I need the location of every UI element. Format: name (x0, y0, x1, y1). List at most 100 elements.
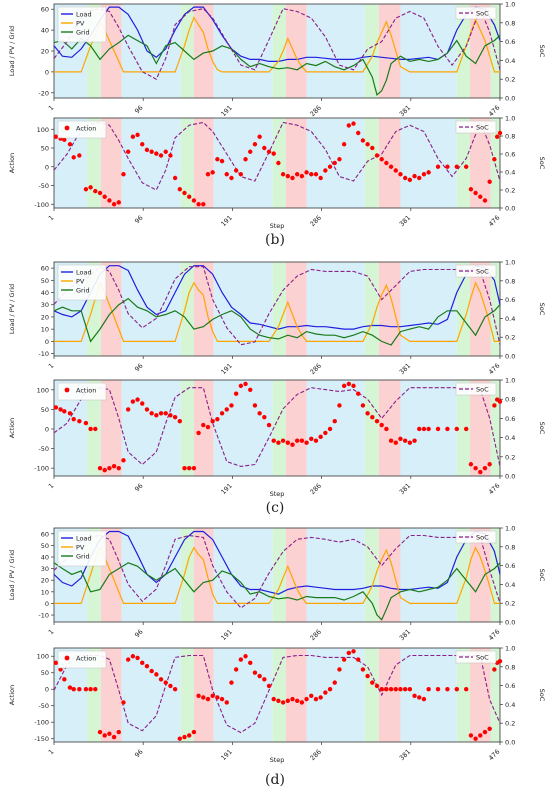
y-tick-label: -50 (38, 182, 49, 190)
band-5 (193, 528, 214, 622)
action-point (299, 173, 305, 179)
y2-tick-label: 0.0 (505, 353, 515, 361)
x-tick-label: 286 (309, 748, 323, 762)
action-point (379, 687, 384, 692)
action-point (294, 172, 300, 177)
action-point (187, 465, 192, 471)
action-point (158, 677, 164, 682)
action-point (294, 438, 300, 443)
y2-tick-label: 0.8 (505, 396, 515, 404)
chart-d-top: -10 0 10 20 30 40 50 60 0.0 0.2 0.4 0.6 0.8 1.0 1 96 191… (8, 525, 546, 643)
action-point (53, 660, 59, 666)
action-point (374, 153, 380, 158)
y-axis-label: Action (8, 153, 16, 173)
action-point (135, 397, 140, 402)
action-point (88, 687, 93, 692)
action-point (248, 387, 253, 392)
action-point (67, 685, 73, 690)
y-tick-label: 50 (41, 669, 49, 677)
action-point (374, 683, 380, 689)
action-point (62, 137, 67, 142)
action-point (88, 426, 93, 432)
x-tick-label: 381 (398, 628, 412, 642)
band-2 (100, 380, 122, 476)
legend-left-box (57, 6, 107, 43)
band-2 (100, 118, 122, 208)
x-tick-label: 96 (133, 104, 145, 116)
y-tick-label: 20 (41, 48, 49, 56)
y-tick-label: 60 (41, 530, 49, 538)
y-tick-label: -100 (34, 201, 49, 209)
action-point (280, 438, 286, 443)
action-point (135, 132, 140, 138)
band-3 (121, 528, 181, 622)
legend-pv-label: PV (76, 543, 85, 551)
y2-axis-label: SoC (538, 157, 546, 170)
action-point (252, 403, 258, 408)
action-point (384, 687, 389, 692)
action-point (290, 175, 295, 181)
x-tick-label: 191 (219, 362, 233, 376)
action-point (468, 462, 474, 467)
action-point (62, 409, 67, 414)
action-point (332, 160, 337, 166)
action-point (140, 401, 145, 406)
y-tick-label: 100 (37, 386, 49, 394)
action-point (93, 188, 98, 194)
action-point (93, 426, 98, 432)
action-point (426, 170, 431, 175)
y-tick-label: 100 (37, 653, 49, 661)
band-4 (180, 648, 194, 742)
x-tick-label: 286 (309, 482, 323, 496)
legend-grid-label: Grid (76, 286, 90, 294)
legend-action-label: Action (76, 654, 96, 662)
y2-tick-label: 1.0 (505, 377, 515, 385)
x-tick-label: 476 (487, 214, 501, 228)
band-6 (213, 4, 273, 98)
y2-tick-label: 1.0 (505, 1, 515, 9)
action-point (351, 649, 356, 654)
y-axis-label: Action (8, 418, 16, 438)
action-point (154, 413, 159, 418)
action-point (266, 149, 272, 154)
y-tick-label: 50 (41, 406, 49, 414)
band-2 (100, 648, 122, 742)
action-point (77, 418, 82, 424)
x-tick-label: 1 (47, 214, 56, 223)
y-tick-label: 0 (45, 686, 49, 694)
x-tick-label: 286 (309, 628, 323, 642)
band-11 (378, 648, 401, 742)
y2-axis-label: SoC (538, 569, 546, 582)
y-tick-label: 50 (41, 277, 49, 285)
action-point (309, 436, 314, 441)
legend-left-box (57, 530, 107, 567)
action-point (187, 194, 192, 199)
action-point (290, 696, 295, 702)
y2-tick-label: 0.2 (505, 720, 515, 728)
action-point (497, 130, 503, 136)
action-point (172, 415, 178, 420)
action-point (318, 695, 323, 700)
action-point (304, 440, 309, 445)
y-tick-label: 50 (41, 542, 49, 550)
action-point (210, 170, 215, 175)
band-7 (272, 262, 286, 356)
action-point (172, 175, 178, 181)
action-point (412, 693, 417, 699)
band-11 (378, 380, 401, 476)
action-point (191, 198, 197, 203)
action-point (149, 149, 154, 154)
x-tick-label: 476 (487, 482, 501, 496)
y-tick-label: 20 (41, 313, 49, 321)
band-8 (285, 648, 307, 742)
action-point (111, 202, 117, 207)
action-point (318, 434, 323, 440)
band-7 (272, 648, 286, 742)
action-point (421, 172, 427, 177)
band-10 (364, 528, 379, 622)
x-tick-label: 1 (47, 104, 56, 113)
y-tick-label: -100 (34, 719, 49, 727)
action-point (299, 700, 305, 705)
